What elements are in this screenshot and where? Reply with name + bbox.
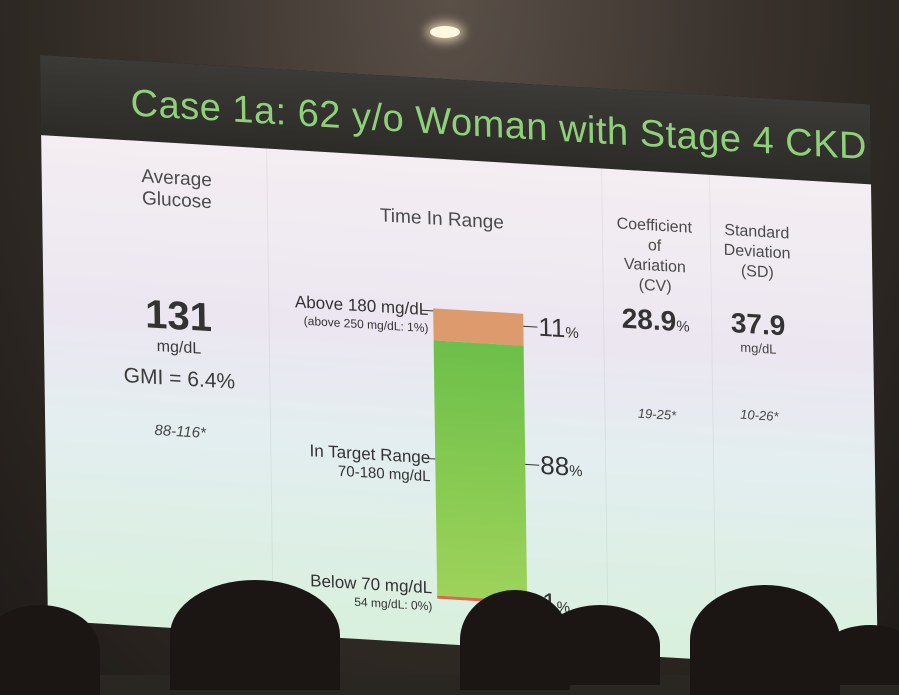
target-range-label: In Target Range 70-180 mg/dL [280, 439, 431, 486]
audience-head [170, 580, 340, 690]
cv-value-row: 28.9% [603, 301, 708, 339]
bar-segment-above [433, 308, 524, 346]
above-range-label: Above 180 mg/dL (above 250 mg/dL: 1%) [278, 291, 429, 338]
time-in-range-stacked-bar [433, 308, 528, 605]
sd-column: Standard Deviation (SD) 37.9 mg/dL 10-26… [712, 220, 805, 426]
audience-head [820, 625, 899, 685]
target-percent-value: 88 [540, 449, 570, 482]
audience-head [540, 605, 660, 685]
average-glucose-column: Average Glucose 131 mg/dL GMI = 6.4% 88-… [111, 164, 245, 444]
audience-head [0, 605, 100, 695]
audience-head [690, 585, 840, 695]
target-percent-unit: % [569, 462, 583, 481]
sd-value: 37.9 [730, 307, 786, 342]
above-pct-tick [523, 325, 538, 328]
cv-unit: % [676, 317, 690, 336]
audience-silhouettes [0, 565, 899, 695]
ceiling-light [430, 26, 460, 38]
above-percent-unit: % [565, 324, 579, 343]
sd-range: 10-26* [740, 406, 779, 424]
column-divider [266, 148, 274, 634]
time-in-range-header: Time In Range [372, 205, 512, 235]
target-pct-tick [525, 463, 540, 466]
cv-column: Coefficient of Variation (CV) 28.9% 19-2… [602, 213, 710, 424]
above-percent: 11% [538, 312, 579, 345]
bar-segment-target [433, 340, 528, 602]
target-percent: 88% [540, 450, 583, 484]
average-glucose-value: 131 [144, 292, 213, 341]
time-in-range-title: Time In Range [379, 205, 505, 234]
average-glucose-range: 88-116* [154, 421, 206, 442]
above-percent-value: 11 [538, 311, 566, 344]
gmi-value: GMI = 6.4% [123, 363, 236, 394]
cv-range: 19-25* [637, 405, 677, 423]
cv-value: 28.9 [621, 302, 677, 337]
